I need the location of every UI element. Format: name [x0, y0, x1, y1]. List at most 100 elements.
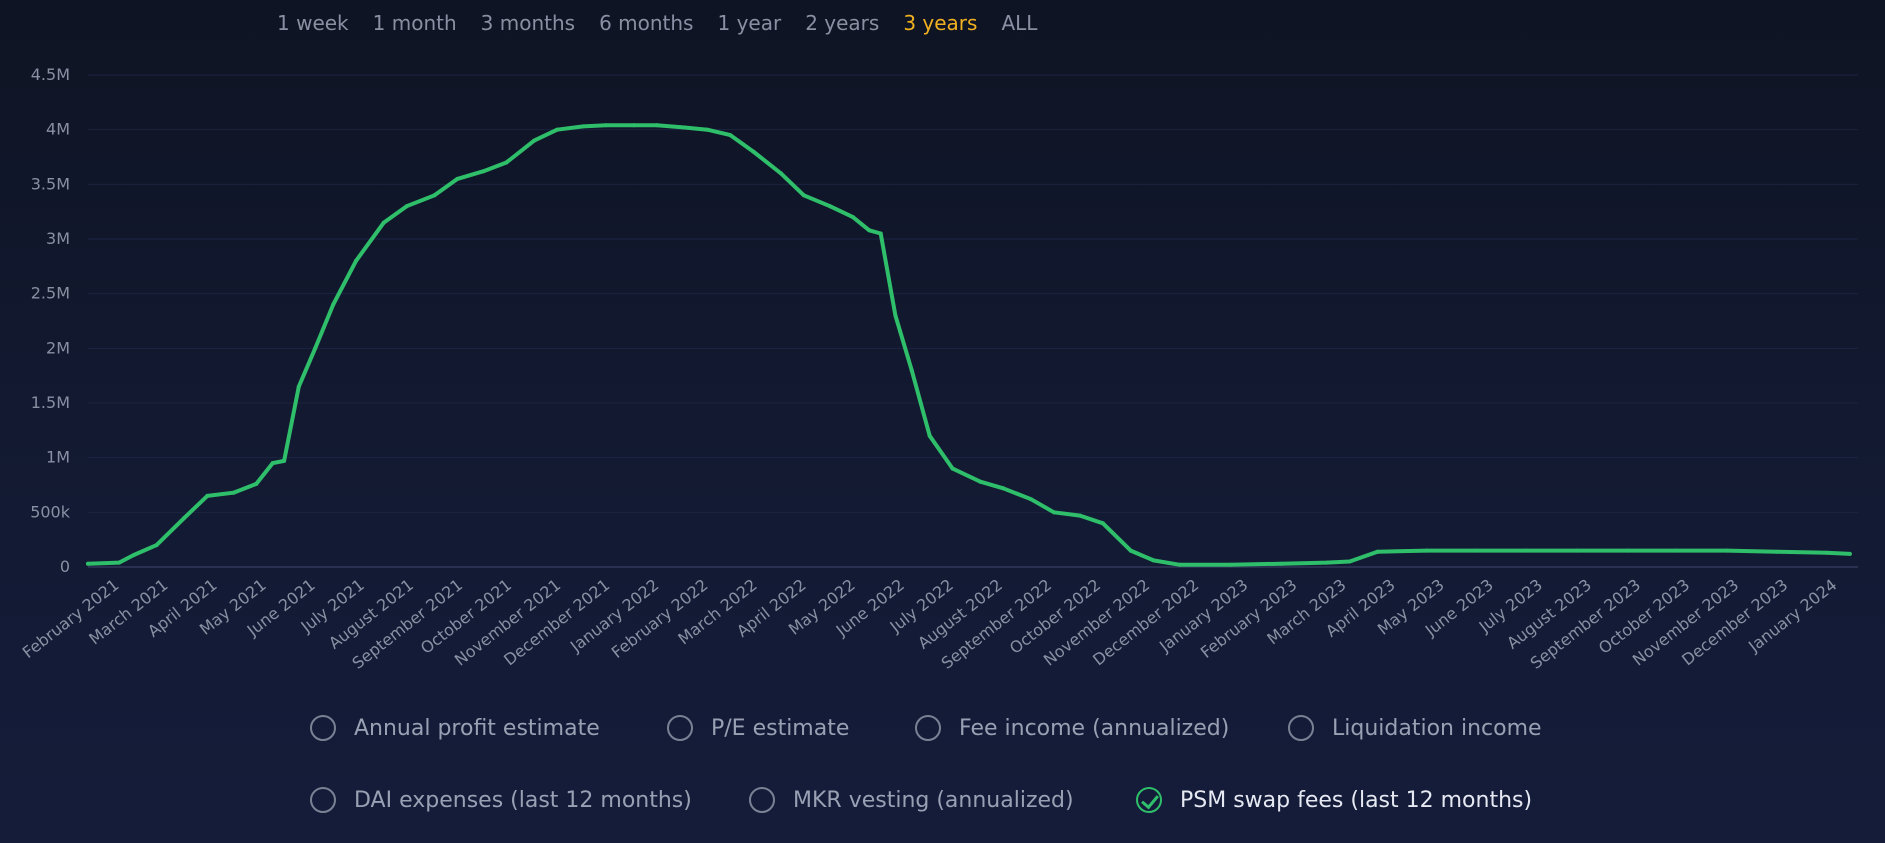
data-point — [296, 384, 301, 389]
range-option-3-years[interactable]: 3 years — [903, 11, 978, 35]
data-point — [1674, 548, 1679, 553]
radio-circle-icon[interactable] — [1288, 715, 1314, 741]
data-point — [867, 228, 872, 233]
legend-option-p-e-estimate[interactable]: P/E estimate — [667, 715, 849, 741]
range-option-1-month[interactable]: 1 month — [372, 11, 457, 35]
data-point — [950, 466, 955, 471]
data-point — [631, 123, 636, 128]
data-point — [432, 193, 437, 198]
y-tick-label: 1.5M — [31, 393, 70, 412]
legend-option-dai-expenses-last-12-months[interactable]: DAI expenses (last 12 months) — [310, 787, 692, 813]
range-option-3-months[interactable]: 3 months — [480, 11, 576, 35]
legend-option-fee-income-annualized[interactable]: Fee income (annualized) — [915, 715, 1229, 741]
data-point — [654, 123, 659, 128]
data-point — [1847, 551, 1852, 556]
radio-circle-icon[interactable] — [310, 787, 336, 813]
data-point — [1051, 510, 1056, 515]
radio-circle-icon[interactable] — [749, 787, 775, 813]
data-point — [1228, 562, 1233, 567]
data-point — [1375, 549, 1380, 554]
legend-label: DAI expenses (last 12 months) — [354, 787, 692, 813]
data-point — [1128, 548, 1133, 553]
data-point — [978, 479, 983, 484]
legend-option-liquidation-income[interactable]: Liquidation income — [1288, 715, 1542, 741]
data-point — [893, 313, 898, 318]
y-tick-label: 3M — [46, 229, 70, 248]
range-option-1-week[interactable]: 1 week — [277, 11, 349, 35]
radio-circle-icon[interactable] — [915, 715, 941, 741]
data-point — [1725, 548, 1730, 553]
data-point — [205, 493, 210, 498]
data-point — [354, 258, 358, 263]
data-point — [751, 149, 756, 154]
legend-label: Annual profit estimate — [354, 715, 600, 741]
legend-label: P/E estimate — [711, 715, 850, 741]
data-point — [282, 458, 287, 463]
data-point — [1324, 560, 1329, 565]
data-point — [313, 346, 318, 351]
data-point — [254, 481, 259, 486]
data-point — [1347, 559, 1352, 564]
data-point — [1177, 562, 1182, 567]
data-point — [801, 193, 806, 198]
data-point — [532, 138, 537, 143]
range-option-1-year[interactable]: 1 year — [717, 11, 782, 35]
data-point — [117, 560, 122, 565]
data-point — [381, 220, 386, 225]
line-chart: 0 500k 1M 1.5M 2M 2.5M 3M 3.5M 4M 4.5M February 2… — [19, 65, 1858, 673]
y-axis-ticks: 0 500k 1M 1.5M 2M 2.5M 3M 3.5M 4M 4.5M — [30, 65, 71, 576]
data-point — [728, 133, 733, 138]
y-tick-label: 2.5M — [31, 284, 70, 303]
data-point — [779, 171, 783, 176]
y-tick-label: 4.5M — [31, 65, 70, 84]
data-point — [86, 561, 90, 566]
data-point — [927, 433, 932, 438]
data-point — [1078, 513, 1082, 518]
y-tick-label: 2M — [46, 338, 70, 357]
data-point — [182, 515, 187, 520]
data-point — [1100, 521, 1105, 526]
radio-circle-icon[interactable] — [667, 715, 693, 741]
grid — [88, 74, 1858, 568]
range-option-6-months[interactable]: 6 months — [599, 11, 694, 35]
data-point — [1001, 486, 1006, 491]
y-tick-label: 3.5M — [31, 174, 70, 193]
data-point — [850, 215, 855, 220]
series-layer — [86, 123, 1852, 567]
legend-label: Fee income (annualized) — [959, 715, 1230, 741]
legend-label: PSM swap fees (last 12 months) — [1180, 787, 1533, 813]
y-tick-label: 500k — [30, 502, 71, 521]
data-point — [1151, 558, 1156, 563]
range-option-2-years[interactable]: 2 years — [805, 11, 880, 35]
data-point — [1524, 548, 1529, 553]
data-point — [909, 368, 914, 373]
radio-circle-icon[interactable] — [310, 715, 336, 741]
y-tick-label: 0 — [60, 557, 70, 576]
data-point — [1279, 561, 1284, 566]
data-point — [1625, 548, 1630, 553]
check-circle-icon[interactable] — [1136, 787, 1162, 813]
data-point — [1574, 548, 1579, 553]
legend-option-annual-profit-estimate[interactable]: Annual profit estimate — [310, 715, 600, 741]
data-point — [154, 543, 159, 548]
y-tick-label: 4M — [46, 120, 70, 139]
data-point — [604, 123, 609, 128]
data-point — [1029, 497, 1033, 502]
data-point — [455, 176, 460, 181]
data-point — [1475, 548, 1480, 553]
range-option-all[interactable]: ALL — [1001, 11, 1038, 35]
time-range-selector: 1 week 1 month 3 months 6 months 1 year 2 yea… — [277, 8, 1037, 38]
legend-option-psm-swap-fees-last-12-months[interactable]: PSM swap fees (last 12 months) — [1136, 787, 1532, 813]
legend-option-mkr-vesting-annualized[interactable]: MKR vesting (annualized) — [749, 787, 1074, 813]
data-point — [331, 302, 336, 307]
data-point — [1774, 549, 1779, 554]
data-point — [231, 490, 236, 495]
data-point — [1824, 550, 1829, 555]
data-point — [581, 124, 586, 129]
series-line — [86, 123, 1852, 567]
legend-label: MKR vesting (annualized) — [793, 787, 1074, 813]
data-point — [555, 127, 560, 132]
data-point — [1424, 548, 1429, 553]
